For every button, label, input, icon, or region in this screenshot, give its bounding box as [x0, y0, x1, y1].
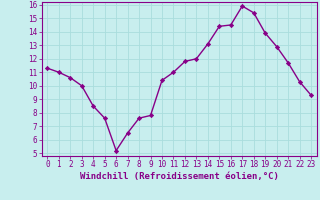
X-axis label: Windchill (Refroidissement éolien,°C): Windchill (Refroidissement éolien,°C) [80, 172, 279, 181]
